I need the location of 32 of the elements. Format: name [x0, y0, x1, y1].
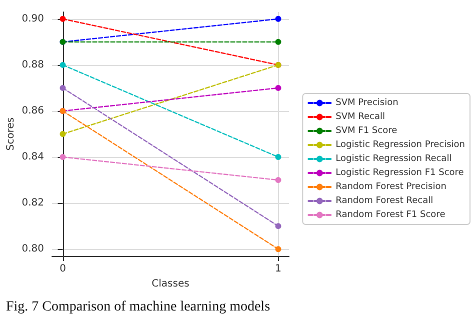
- y-tick-label: 0.88: [22, 59, 44, 70]
- point: [275, 154, 282, 160]
- x-tick-label: 1: [275, 264, 282, 274]
- x-tick-label: 0: [60, 264, 66, 274]
- point: [275, 38, 282, 45]
- point: [275, 16, 282, 22]
- legend-label: Random Forest Recall: [336, 196, 434, 206]
- x-axis-title: Classes: [152, 278, 190, 290]
- y-tick-label: 0.86: [22, 105, 44, 116]
- point: [275, 223, 282, 230]
- legend-label: SVM Recall: [336, 112, 386, 122]
- caption: Fig. 7 Comparison of machine learning models: [6, 300, 270, 314]
- point: [60, 154, 66, 160]
- point: [60, 62, 66, 68]
- point: [60, 84, 66, 91]
- y-axis-title: Scores: [6, 117, 16, 151]
- legend-label: Logistic Regression F1 Score: [336, 168, 464, 178]
- legend-label: Logistic Regression Recall: [336, 154, 452, 164]
- legend-label: SVM F1 Score: [336, 126, 398, 136]
- y-tick-label: 0.90: [22, 13, 44, 24]
- point: [275, 177, 282, 184]
- y-tick-label: 0.82: [22, 198, 44, 209]
- point: [60, 131, 66, 137]
- legend-label: SVM Precision: [336, 98, 398, 108]
- point: [275, 84, 282, 91]
- y-tick-label: 0.84: [22, 152, 44, 163]
- legend-label: Logistic Regression Precision: [336, 140, 466, 150]
- legend-label: Random Forest F1 Score: [336, 210, 446, 220]
- point: [275, 246, 282, 252]
- legend-label: Random Forest Precision: [336, 182, 446, 192]
- point: [60, 16, 66, 22]
- y-tick-label: 0.80: [22, 244, 44, 255]
